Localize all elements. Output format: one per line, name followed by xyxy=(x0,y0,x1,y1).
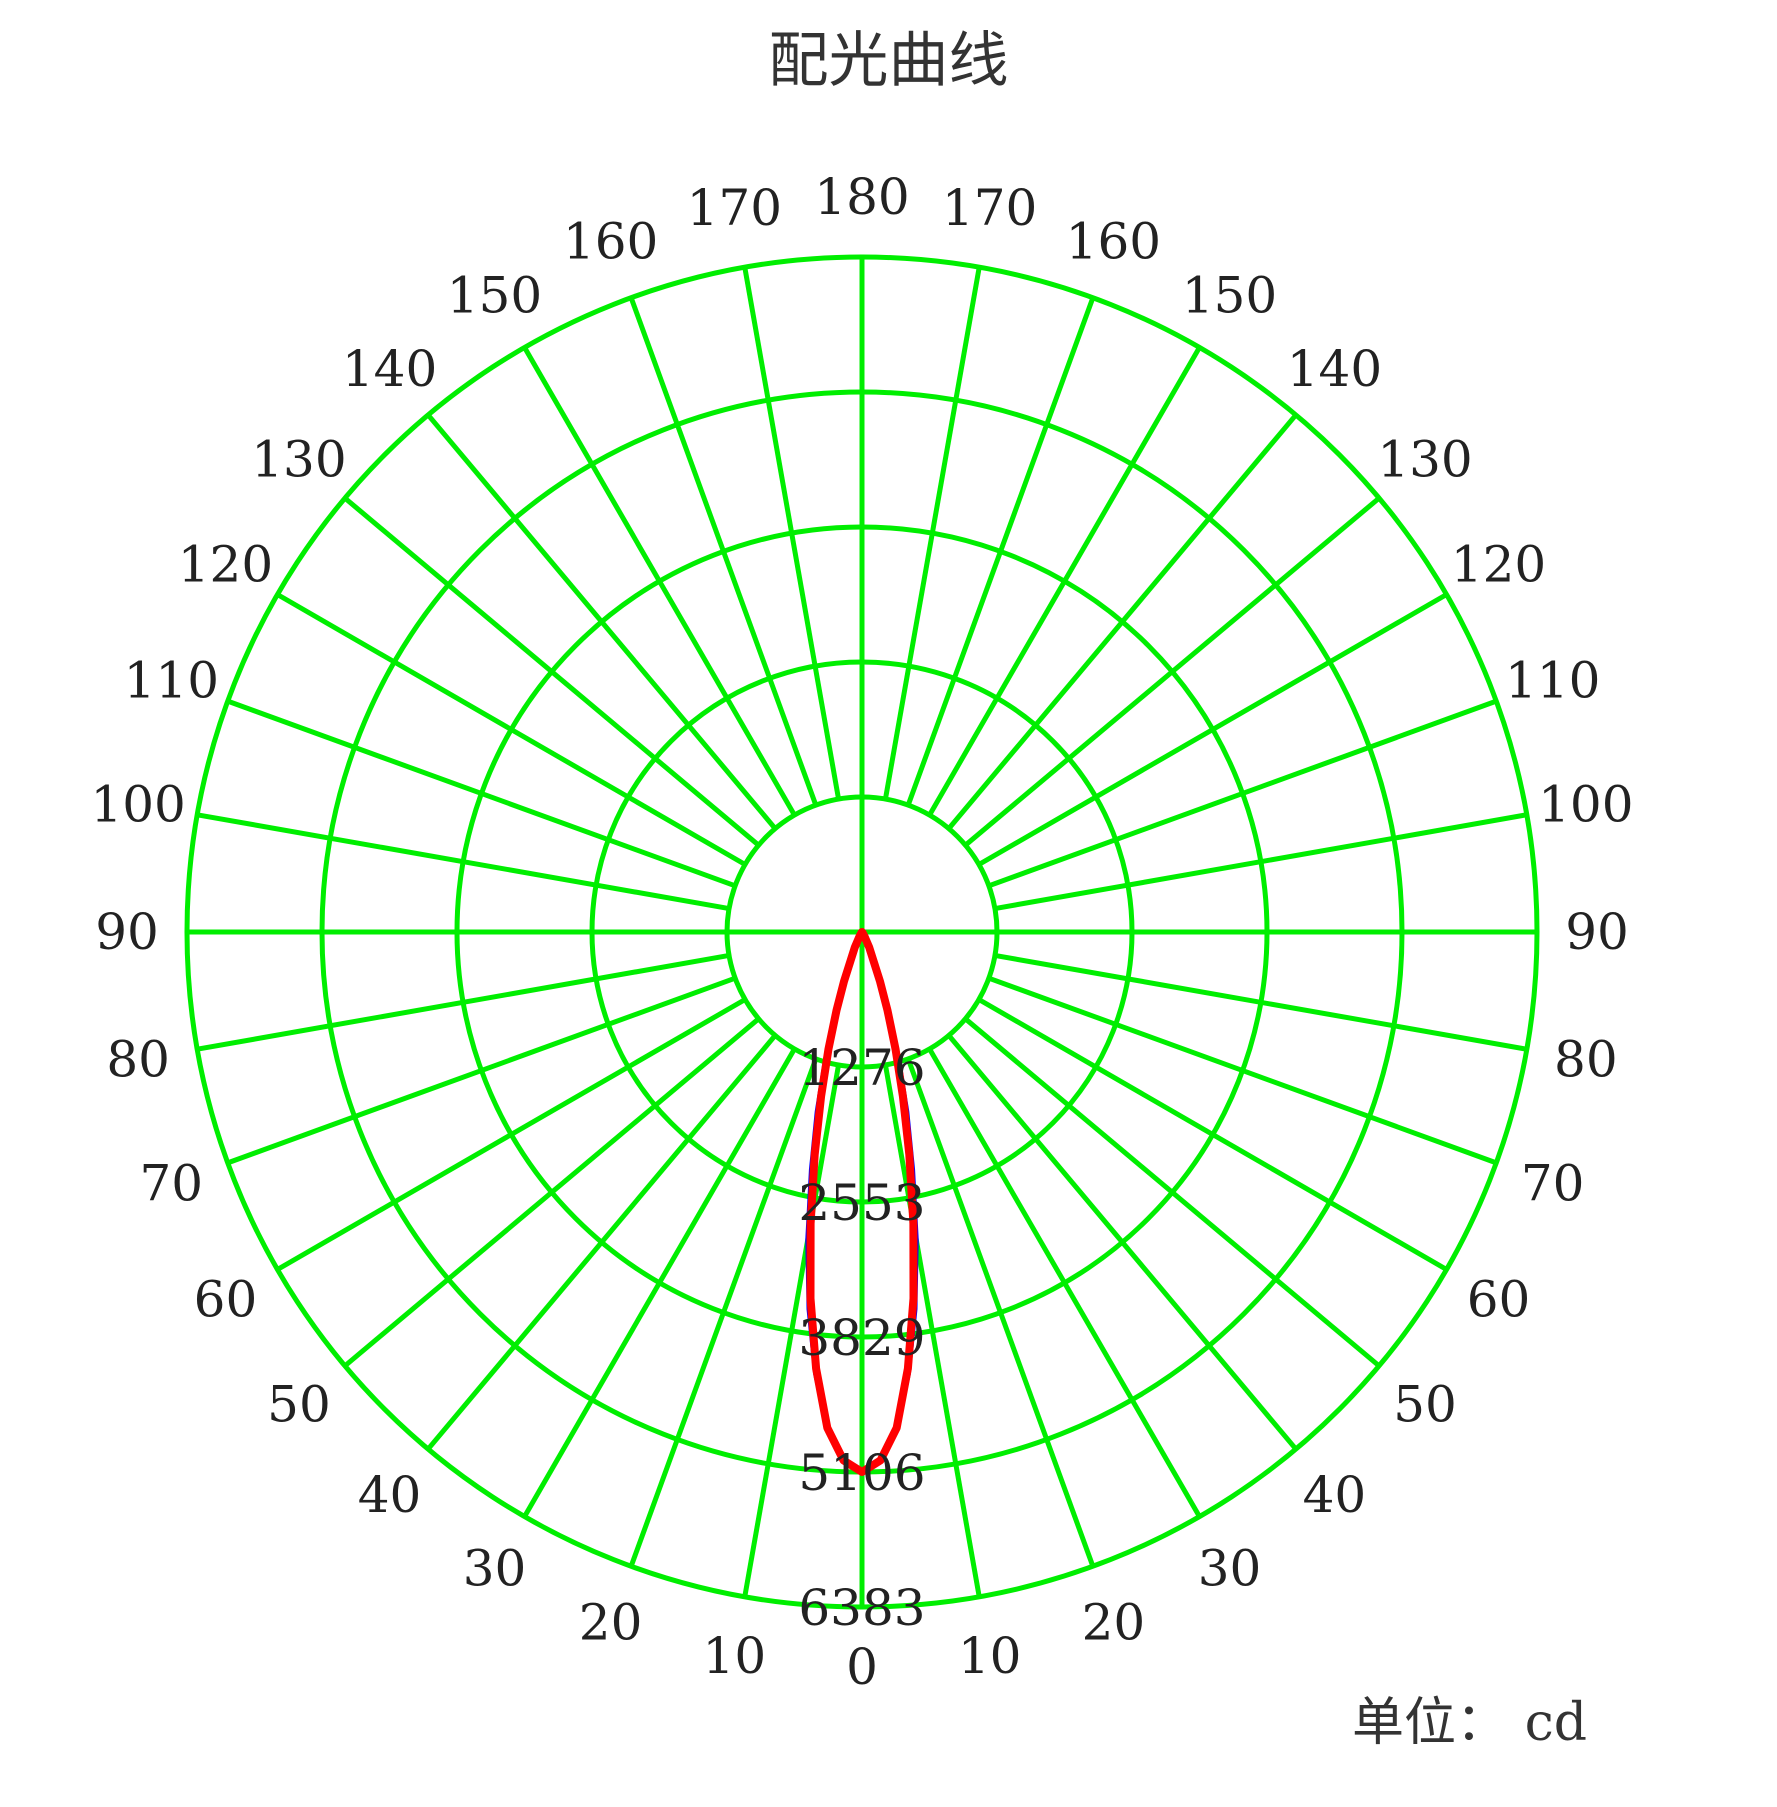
grid-spoke xyxy=(963,496,1381,848)
angle-label: 100 xyxy=(1538,775,1633,833)
angle-label: 40 xyxy=(1303,1466,1367,1524)
grid-spoke xyxy=(522,346,797,817)
polar-grid xyxy=(184,254,1540,1610)
unit-label: 单位： cd xyxy=(1352,1693,1587,1753)
radial-tick-label: 1276 xyxy=(798,1039,925,1097)
angle-label: 180 xyxy=(814,168,909,226)
grid-spoke xyxy=(988,698,1498,889)
grid-spoke xyxy=(882,266,982,800)
angle-label: 20 xyxy=(1082,1594,1146,1652)
grid-spoke xyxy=(977,997,1448,1272)
radial-tick-label: 3829 xyxy=(798,1309,925,1367)
angle-label: 20 xyxy=(579,1594,643,1652)
grid-spoke xyxy=(927,346,1202,817)
angle-label: 0 xyxy=(846,1638,878,1696)
angle-label: 30 xyxy=(463,1540,527,1598)
angle-label: 30 xyxy=(1198,1540,1262,1598)
grid-spoke xyxy=(946,413,1298,831)
angle-label: 110 xyxy=(1505,652,1600,710)
angle-label: 150 xyxy=(1182,266,1277,324)
angle-label: 90 xyxy=(1565,903,1629,961)
angle-label: 50 xyxy=(1393,1375,1457,1433)
grid-spoke xyxy=(426,413,778,831)
grid-spoke xyxy=(882,1064,982,1598)
grid-spoke xyxy=(994,812,1528,912)
grid-spoke xyxy=(927,1047,1202,1518)
angle-label: 110 xyxy=(124,652,219,710)
angle-label: 160 xyxy=(563,212,658,270)
angle-label: 40 xyxy=(358,1466,422,1524)
grid-spoke xyxy=(196,812,730,912)
angle-label: 160 xyxy=(1066,212,1161,270)
grid-spoke xyxy=(628,296,819,806)
radial-tick-labels: 1276 2553 3829 5106 6383 xyxy=(798,1039,925,1637)
grid-spoke xyxy=(988,975,1498,1166)
angle-label: 80 xyxy=(1554,1031,1618,1089)
angle-labels: 0 102030405060708090100110120130140150160… xyxy=(90,168,1633,1696)
grid-spoke xyxy=(628,1058,819,1568)
grid-spoke xyxy=(426,1033,778,1451)
grid-spoke xyxy=(946,1033,1298,1451)
radial-tick-label: 5106 xyxy=(798,1444,925,1502)
angle-label: 140 xyxy=(342,340,437,398)
grid-spoke xyxy=(963,1016,1381,1368)
angle-label: 170 xyxy=(687,179,782,237)
angle-label: 120 xyxy=(1451,536,1546,594)
angle-label: 150 xyxy=(447,266,542,324)
angle-label: 100 xyxy=(90,775,185,833)
grid-spoke xyxy=(196,952,730,1052)
angle-label: 50 xyxy=(267,1375,331,1433)
angle-label: 130 xyxy=(251,431,346,489)
radial-tick-label: 2553 xyxy=(798,1174,925,1232)
grid-spoke xyxy=(994,952,1528,1052)
angle-label: 60 xyxy=(194,1271,258,1329)
angle-label: 10 xyxy=(703,1627,767,1685)
grid-spoke xyxy=(343,1016,761,1368)
grid-spoke xyxy=(905,1058,1096,1568)
intensity-curves xyxy=(805,928,919,1476)
grid-spoke xyxy=(905,296,1096,806)
grid-spoke xyxy=(522,1047,797,1518)
angle-label: 70 xyxy=(1521,1154,1585,1212)
grid-spoke xyxy=(742,266,842,800)
angle-label: 140 xyxy=(1287,340,1382,398)
intensity-curve xyxy=(806,928,918,1476)
angle-label: 60 xyxy=(1467,1271,1531,1329)
grid-spoke xyxy=(742,1064,842,1598)
angle-label: 130 xyxy=(1377,431,1472,489)
grid-spoke xyxy=(276,997,747,1272)
grid-spoke xyxy=(226,698,736,889)
radial-tick-label: 6383 xyxy=(798,1579,925,1637)
grid-spoke xyxy=(977,592,1448,867)
grid-spoke xyxy=(276,592,747,867)
angle-label: 10 xyxy=(958,1627,1022,1685)
angle-label: 80 xyxy=(106,1031,170,1089)
angle-label: 170 xyxy=(942,179,1037,237)
grid-spoke xyxy=(226,975,736,1166)
angle-label: 120 xyxy=(178,536,273,594)
angle-label: 90 xyxy=(95,903,159,961)
angle-label: 70 xyxy=(140,1154,204,1212)
chart-title: 配光曲线 xyxy=(768,26,1009,96)
grid-spoke xyxy=(343,496,761,848)
